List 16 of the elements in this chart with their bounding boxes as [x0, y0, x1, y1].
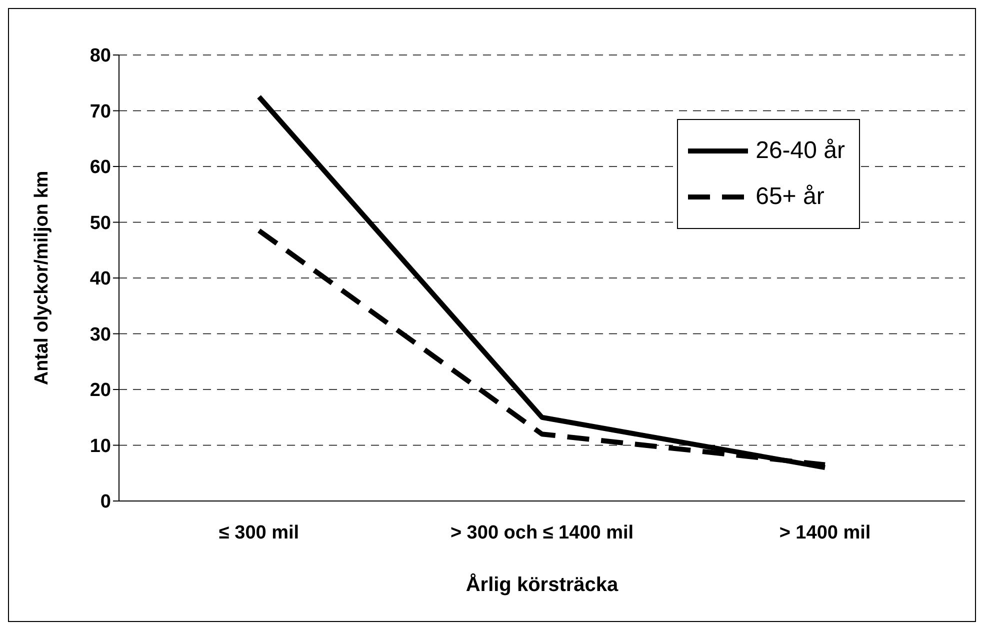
y-tick-label: 0	[100, 492, 111, 513]
x-tick-label: ≤ 300 mil	[218, 522, 300, 544]
legend-label: 65+ år	[756, 183, 824, 211]
x-axis-title: Årlig körsträcka	[466, 573, 620, 596]
legend-label: 26-40 år	[756, 137, 845, 165]
y-tick-label: 30	[90, 324, 111, 346]
y-tick-label: 50	[90, 212, 111, 234]
y-tick-label: 80	[90, 46, 111, 67]
y-tick-label: 10	[90, 436, 111, 457]
y-tick-label: 70	[90, 101, 111, 122]
y-tick-label: 40	[90, 268, 111, 290]
y-tick-label: 20	[90, 380, 111, 402]
y-tick-label: 60	[90, 157, 111, 178]
x-tick-label: > 1400 mil	[779, 522, 871, 544]
y-axis-title: Antal olyckor/miljon km	[32, 170, 53, 386]
x-tick-label: > 300 och ≤ 1400 mil	[450, 522, 634, 544]
